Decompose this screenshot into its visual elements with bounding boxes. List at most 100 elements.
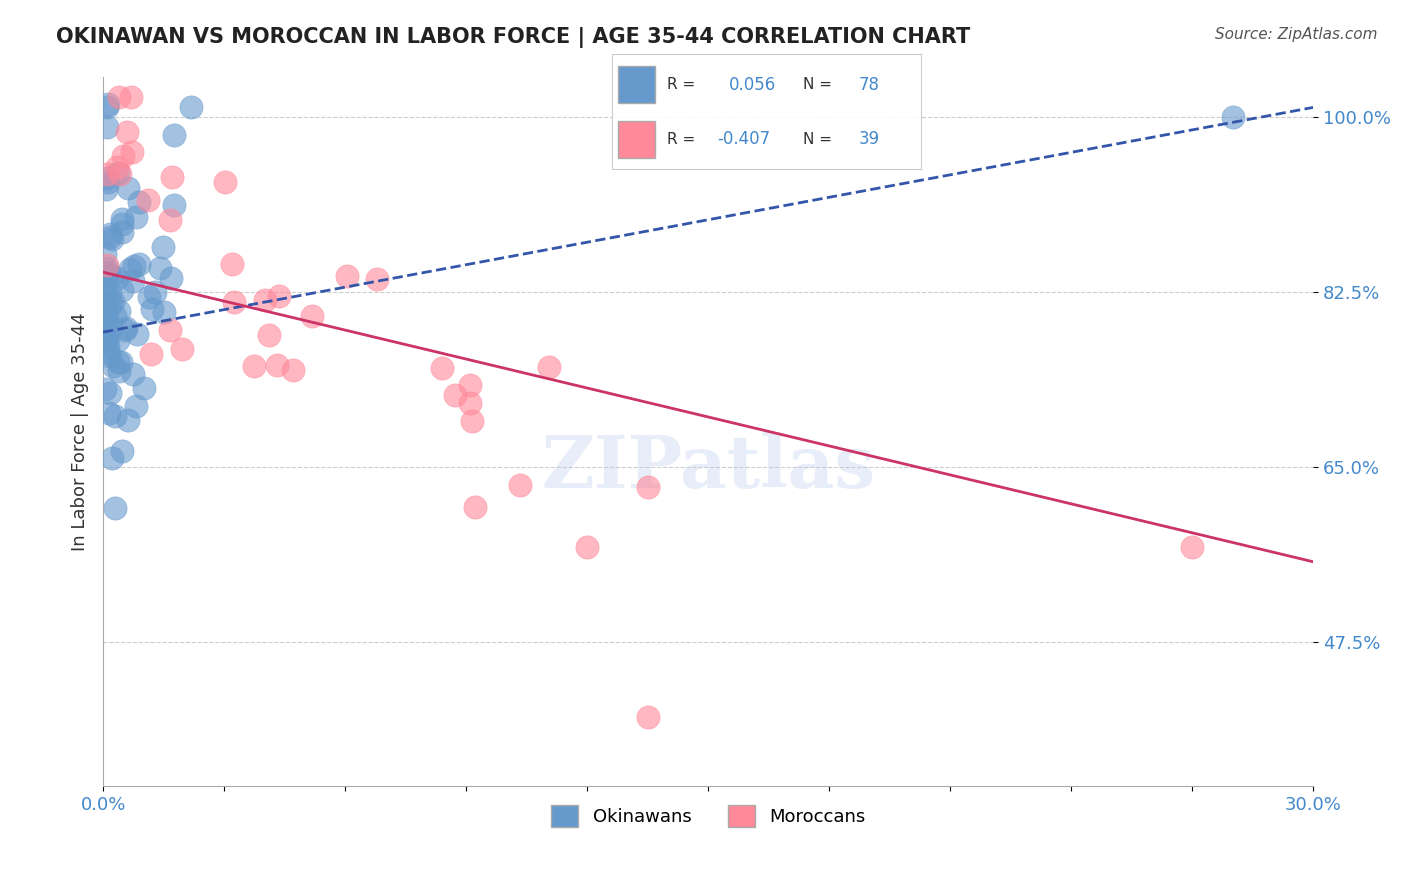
Point xyxy=(1181,540,1204,554)
Point xyxy=(94,247,117,261)
Point xyxy=(96,167,118,181)
Point xyxy=(96,170,118,185)
Point xyxy=(122,367,145,381)
Point xyxy=(94,270,117,285)
Point xyxy=(160,271,183,285)
Point xyxy=(94,334,117,348)
Point xyxy=(222,295,245,310)
Text: -0.407: -0.407 xyxy=(717,130,770,148)
Point xyxy=(111,217,134,231)
Point xyxy=(96,100,118,114)
Point xyxy=(105,270,128,285)
Point xyxy=(141,347,163,361)
Point xyxy=(104,409,127,423)
Point xyxy=(96,265,118,279)
Point xyxy=(111,149,134,163)
Point xyxy=(96,259,118,273)
Point xyxy=(96,318,118,332)
Point xyxy=(127,326,149,341)
Point xyxy=(163,198,186,212)
Point xyxy=(122,274,145,288)
Point xyxy=(214,175,236,189)
Point xyxy=(132,381,155,395)
Point xyxy=(100,320,122,334)
Legend: Okinawans, Moroccans: Okinawans, Moroccans xyxy=(544,797,873,834)
Point xyxy=(94,320,117,334)
Point xyxy=(120,90,142,104)
Point xyxy=(108,90,131,104)
Point xyxy=(110,212,132,227)
Point xyxy=(576,540,599,554)
Point xyxy=(108,303,131,318)
Point xyxy=(98,230,121,244)
Point xyxy=(125,210,148,224)
Point xyxy=(98,227,121,242)
Point xyxy=(101,451,124,466)
Point xyxy=(108,363,131,377)
Point xyxy=(444,388,467,402)
Point xyxy=(115,320,138,334)
Point xyxy=(94,383,117,397)
Point xyxy=(110,167,132,181)
Point xyxy=(637,709,659,723)
Point xyxy=(170,343,193,357)
Point xyxy=(128,257,150,271)
Point xyxy=(96,96,118,111)
Point xyxy=(366,272,388,286)
Point xyxy=(458,378,481,392)
Point xyxy=(94,286,117,301)
Point xyxy=(96,332,118,346)
Point xyxy=(111,226,134,240)
Point xyxy=(96,182,118,196)
Point xyxy=(100,268,122,283)
Point xyxy=(96,309,118,323)
Point xyxy=(301,309,323,323)
Point xyxy=(138,290,160,304)
Point xyxy=(128,195,150,210)
Point xyxy=(94,300,117,314)
Y-axis label: In Labor Force | Age 35-44: In Labor Force | Age 35-44 xyxy=(72,313,89,551)
Point xyxy=(637,480,659,494)
Point xyxy=(105,160,128,174)
Point xyxy=(94,293,117,308)
Text: OKINAWAN VS MOROCCAN IN LABOR FORCE | AGE 35-44 CORRELATION CHART: OKINAWAN VS MOROCCAN IN LABOR FORCE | AG… xyxy=(56,27,970,48)
Point xyxy=(461,414,484,428)
Point xyxy=(464,500,486,515)
Point xyxy=(221,256,243,270)
Point xyxy=(110,443,132,458)
Point xyxy=(125,399,148,413)
Point xyxy=(141,302,163,317)
Point xyxy=(107,166,129,180)
Text: ZIPatlas: ZIPatlas xyxy=(541,432,876,503)
Point xyxy=(117,413,139,427)
FancyBboxPatch shape xyxy=(617,66,655,103)
Point xyxy=(153,305,176,319)
Point xyxy=(97,339,120,353)
Point xyxy=(101,295,124,310)
Point xyxy=(96,120,118,135)
Point xyxy=(152,240,174,254)
Point xyxy=(118,262,141,277)
Text: Source: ZipAtlas.com: Source: ZipAtlas.com xyxy=(1215,27,1378,42)
Point xyxy=(281,363,304,377)
Point xyxy=(97,345,120,359)
Point xyxy=(96,268,118,282)
Point xyxy=(162,128,184,142)
Text: 39: 39 xyxy=(859,130,880,148)
Point xyxy=(159,323,181,337)
Point xyxy=(100,295,122,310)
Point xyxy=(121,145,143,160)
Point xyxy=(257,328,280,343)
Point xyxy=(336,269,359,284)
Point xyxy=(110,355,132,369)
Point xyxy=(94,310,117,324)
Point xyxy=(107,355,129,369)
Point xyxy=(267,289,290,303)
Point xyxy=(96,261,118,276)
Text: N =: N = xyxy=(803,78,832,93)
Point xyxy=(162,169,184,184)
Point xyxy=(136,193,159,207)
Point xyxy=(114,323,136,337)
Text: R =: R = xyxy=(668,132,700,147)
Point xyxy=(242,359,264,373)
